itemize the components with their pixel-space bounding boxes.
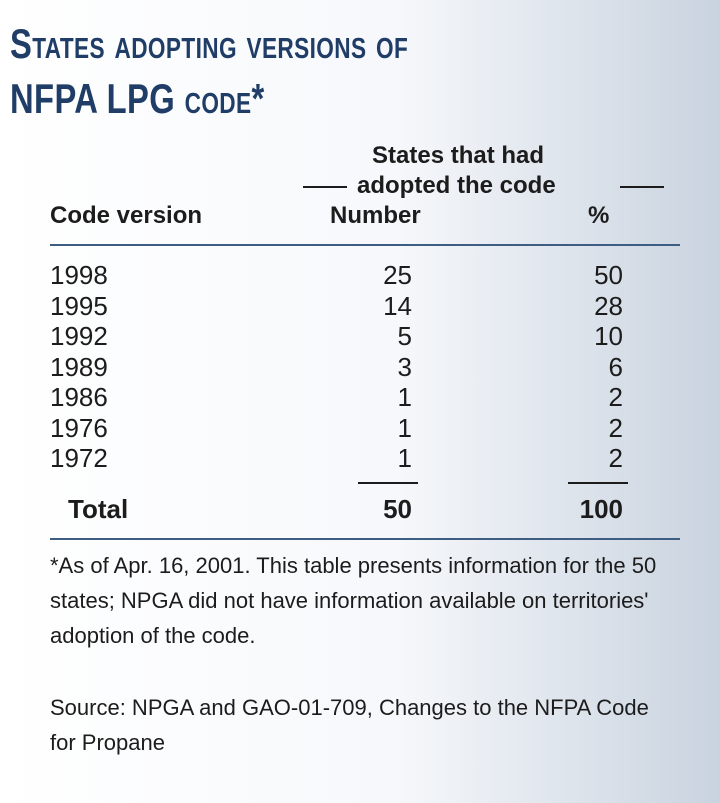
code-version: 1998 [50,260,108,290]
percent: 6 [608,351,623,382]
percent: 10 [594,321,623,351]
group-header: States that had [372,142,545,169]
code-version: 1972 [50,443,108,473]
header-dash [303,186,347,188]
source: Source: NPGA and GAO-01-709, Changes to … [50,695,649,755]
column-header: % [588,202,610,229]
total-number: 50 [383,494,412,524]
code-version: 1986 [50,382,108,412]
number: 1 [397,443,412,473]
code-version: 1995 [50,290,108,321]
footer-rule [50,538,680,540]
number: 3 [397,351,412,382]
code-version: 1989 [50,351,108,382]
number: 1 [397,382,412,412]
percent: 2 [608,412,623,443]
group-header: adopted the code [357,172,556,199]
percent: 2 [608,382,623,412]
sum-line [358,482,418,484]
header-dash [620,186,664,188]
number: 1 [397,412,412,443]
code-version: 1976 [50,412,108,443]
percent: 28 [594,290,623,321]
total-label: Total [68,494,129,524]
sum-line [568,482,628,484]
title-line: NFPA LPG code* [10,75,265,122]
percent: 2 [608,443,623,473]
total-percent: 100 [579,494,623,524]
number: 5 [397,321,412,351]
number: 14 [383,290,412,321]
column-header: Code version [50,202,203,229]
percent: 50 [594,260,623,290]
header-rule [50,244,680,246]
number: 25 [383,260,412,290]
column-header: Number [330,202,421,229]
code-version: 1992 [50,321,108,351]
title-line: States adopting versions of [10,20,409,67]
footnote: *As of Apr. 16, 2001. This table present… [50,553,657,648]
